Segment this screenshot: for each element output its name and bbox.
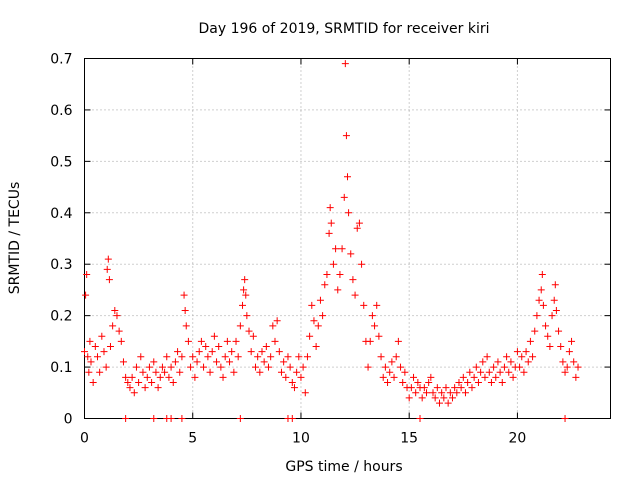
y-tick-label: 0.4 <box>50 206 72 222</box>
x-tick-label: 5 <box>188 431 197 447</box>
y-tick-label: 0.1 <box>50 360 72 376</box>
scatter-chart: 0 5 10 15 20 0 0.1 0.2 0.3 0.4 0.5 0.6 0.7 Day 196 o… <box>0 0 640 480</box>
y-tick-label: 0.2 <box>50 309 72 325</box>
x-tick-label: 0 <box>80 431 89 447</box>
x-tick-label: 20 <box>509 431 527 447</box>
x-axis-title: GPS time / hours <box>285 459 402 475</box>
y-tick-label: 0.6 <box>50 103 72 119</box>
x-tick-label: 10 <box>292 431 310 447</box>
y-tick-label: 0.3 <box>50 257 72 273</box>
y-tick-label: 0.5 <box>50 154 72 170</box>
chart-title: Day 196 of 2019, SRMTID for receiver kir… <box>198 21 489 37</box>
x-tick-label: 15 <box>400 431 418 447</box>
y-tick-label: 0 <box>64 412 73 428</box>
y-tick-label: 0.7 <box>50 52 72 68</box>
chart-background <box>0 0 640 480</box>
y-axis-title: SRMTID / TECUs <box>7 182 23 295</box>
